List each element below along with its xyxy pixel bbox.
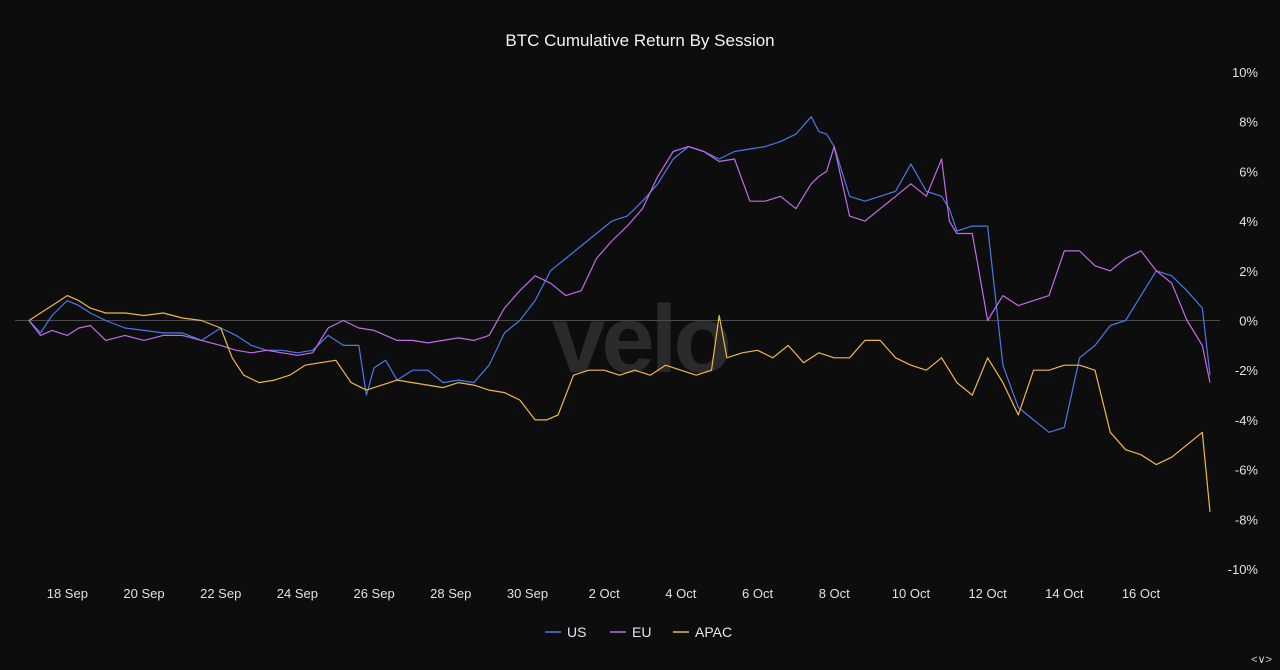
legend-label: US — [567, 624, 586, 640]
x-tick-label: 20 Sep — [123, 586, 164, 601]
y-tick-label: -8% — [1235, 512, 1259, 527]
series-layer — [28, 116, 1211, 512]
y-tick-label: 6% — [1239, 164, 1258, 179]
legend-item-apac: APAC — [673, 624, 732, 640]
series-line-us — [28, 116, 1211, 433]
legend: US EU APAC — [545, 624, 732, 640]
y-tick-label: 10% — [1232, 65, 1258, 80]
x-axis: 18 Sep 20 Sep 22 Sep 24 Sep 26 Sep 28 Sep 30 S… — [47, 586, 1161, 601]
y-tick-label: 4% — [1239, 214, 1258, 229]
y-tick-label: -10% — [1228, 562, 1259, 577]
y-tick-label: -2% — [1235, 363, 1259, 378]
watermark-logo: velo — [552, 286, 728, 393]
y-tick-label: 0% — [1239, 314, 1258, 329]
x-tick-label: 6 Oct — [742, 586, 773, 601]
x-tick-label: 28 Sep — [430, 586, 471, 601]
series-line-eu — [28, 146, 1211, 383]
chart-title: BTC Cumulative Return By Session — [505, 31, 774, 50]
y-tick-label: -6% — [1235, 463, 1259, 478]
legend-label: APAC — [695, 624, 732, 640]
chart-nav-control[interactable]: <∨> — [1251, 654, 1272, 666]
x-tick-label: 4 Oct — [665, 586, 696, 601]
x-tick-label: 30 Sep — [507, 586, 548, 601]
x-tick-label: 8 Oct — [819, 586, 850, 601]
x-tick-label: 16 Oct — [1122, 586, 1161, 601]
x-tick-label: 26 Sep — [353, 586, 394, 601]
y-tick-label: 2% — [1239, 264, 1258, 279]
x-tick-label: 10 Oct — [892, 586, 931, 601]
y-axis: 10% 8% 6% 4% 2% 0% -2% -4% -6% -8% -10% — [1228, 65, 1259, 577]
x-tick-label: 12 Oct — [968, 586, 1007, 601]
y-tick-label: -4% — [1235, 413, 1259, 428]
x-tick-label: 24 Sep — [277, 586, 318, 601]
x-tick-label: 18 Sep — [47, 586, 88, 601]
x-tick-label: 2 Oct — [589, 586, 620, 601]
y-tick-label: 8% — [1239, 115, 1258, 130]
x-tick-label: 14 Oct — [1045, 586, 1084, 601]
x-tick-label: 22 Sep — [200, 586, 241, 601]
series-line-apac — [28, 295, 1211, 512]
legend-item-us: US — [545, 624, 586, 640]
legend-label: EU — [632, 624, 651, 640]
legend-item-eu: EU — [610, 624, 651, 640]
